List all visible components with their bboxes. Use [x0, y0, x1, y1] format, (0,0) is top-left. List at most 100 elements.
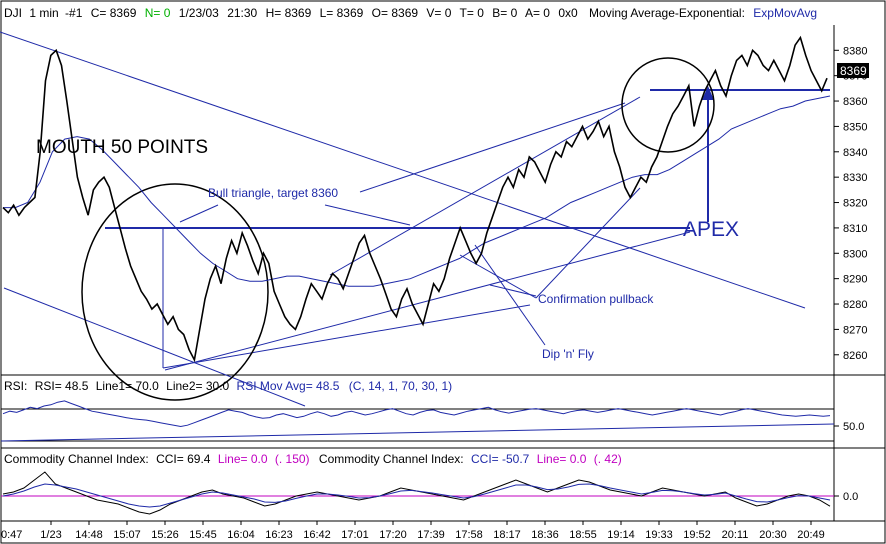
trend-lines	[0, 31, 830, 407]
header-open: O= 8369	[372, 6, 419, 20]
last-price-badge	[837, 63, 869, 78]
rsi-mov-avg: RSI Mov Avg= 48.5	[237, 379, 340, 393]
rsi-header: RSI: RSI= 48.5 Line1= 70.0 Line2= 30.0 R…	[4, 379, 452, 393]
rsi-tick-label: 50.0	[843, 421, 864, 433]
time-axis-ticks: 0:47 1/23 14:48 15:07 15:26 15:45 16:04 16:23 16…	[1, 521, 825, 541]
price-tick-label: 8360	[843, 96, 867, 108]
time-tick-label: 17:01	[341, 529, 369, 541]
cci-param-2: (. 42)	[594, 452, 622, 466]
time-tick-label: 17:58	[455, 529, 483, 541]
rsi-value: RSI= 48.5	[35, 379, 89, 393]
apex-circle	[621, 57, 715, 153]
price-tick-label: 8320	[843, 198, 867, 210]
header-close: C= 8369	[91, 6, 137, 20]
header-symbol: DJI	[4, 6, 22, 20]
price-tick-label: 8260	[843, 350, 867, 362]
cci-header: Commodity Channel Index: CCI= 69.4 Line=…	[4, 452, 622, 466]
rsi-label: RSI:	[4, 379, 27, 393]
price-series-line	[2, 35, 828, 363]
time-tick-label: 14:48	[75, 529, 103, 541]
price-tick-label: 8340	[843, 147, 867, 159]
cci-line-2: Line= 0.0	[537, 452, 587, 466]
header-study: Moving Average-Exponential:	[589, 6, 745, 20]
time-tick-label: 0:47	[1, 529, 22, 541]
annotation-apex: APEX	[683, 218, 739, 241]
time-tick-label: 15:07	[113, 529, 141, 541]
pullback-leader-2	[535, 187, 641, 299]
descending-trend-line	[0, 31, 806, 309]
price-tick-label: 8310	[843, 223, 867, 235]
cci-axis-ticks: 0.0	[834, 491, 858, 503]
cci-label-2: Commodity Channel Index:	[319, 452, 464, 466]
cci-value-2: CCI= -50.7	[471, 452, 530, 466]
hand-drawn-circles	[81, 57, 715, 401]
pullback-leader-1	[459, 254, 537, 299]
triangle-label-leader-upper	[359, 102, 626, 193]
annotation-dip-n-fly: Dip 'n' Fly	[542, 347, 594, 361]
upper-parallel-line	[329, 96, 641, 276]
rsi-line1: Line1= 70.0	[96, 379, 159, 393]
time-tick-label: 16:23	[265, 529, 293, 541]
header-size: 0x0	[558, 6, 578, 20]
header-low: L= 8369	[320, 6, 364, 20]
rsi-axis-ticks: 50.0	[834, 421, 864, 433]
time-tick-label: 18:55	[569, 529, 597, 541]
rsi-params: (C, 14, 1, 70, 30, 1)	[349, 379, 452, 393]
time-tick-label: 16:42	[303, 529, 331, 541]
header-volume: V= 0	[426, 6, 451, 20]
dip-pointer-line	[162, 304, 531, 369]
cci-label-1: Commodity Channel Index:	[4, 452, 149, 466]
time-tick-label: 17:20	[379, 529, 407, 541]
header-bid: B= 0	[492, 6, 517, 20]
time-tick-label: 16:04	[227, 529, 255, 541]
time-tick-label: 19:33	[645, 529, 673, 541]
time-tick-label: 20:49	[797, 529, 825, 541]
time-tick-label: 15:45	[189, 529, 217, 541]
time-tick-label: 19:14	[607, 529, 635, 541]
price-tick-label: 8270	[843, 324, 867, 336]
time-tick-label: 15:26	[151, 529, 179, 541]
header-time: 21:30	[227, 6, 257, 20]
annotation-confirmation-pullback: Confirmation pullback	[538, 292, 654, 306]
time-tick-label: 18:17	[493, 529, 521, 541]
mouth-circle	[81, 183, 269, 401]
dip-leader	[474, 244, 546, 346]
header-high: H= 8369	[266, 6, 312, 20]
price-tick-label: 8300	[843, 248, 867, 260]
cci-param-1: (. 150)	[275, 452, 310, 466]
header-study-name: ExpMovAvg	[753, 6, 817, 20]
triangle-label-leader-right	[324, 204, 411, 226]
header-trades: T= 0	[460, 6, 485, 20]
header-interval: 1 min	[29, 6, 58, 20]
cci-slow-series-line	[2, 483, 831, 508]
rsi-line2: Line2= 30.0	[166, 379, 229, 393]
lower-channel-line	[3, 287, 306, 407]
last-price-label: 8369	[840, 64, 867, 78]
rsi-trend-line	[0, 423, 835, 442]
time-tick-label: 20:30	[759, 529, 787, 541]
price-tick-label: 8280	[843, 299, 867, 311]
triangle-label-leader-left	[179, 204, 219, 223]
pullback-leader-3	[489, 284, 537, 297]
price-tick-label: 8380	[843, 45, 867, 57]
cci-value-1: CCI= 69.4	[156, 452, 211, 466]
header-date: 1/23/03	[179, 6, 219, 20]
cci-line-1: Line= 0.0	[218, 452, 268, 466]
annotation-mouth: MOUTH 50 POINTS	[36, 137, 208, 158]
price-tick-label: 8350	[843, 121, 867, 133]
header-ask: A= 0	[525, 6, 550, 20]
ema-series-line	[3, 95, 831, 287]
time-tick-label: 17:39	[417, 529, 445, 541]
price-tick-label: 8330	[843, 172, 867, 184]
price-tick-label: 8290	[843, 274, 867, 286]
time-tick-label: 1/23	[40, 529, 61, 541]
triangle-lower-line	[164, 231, 691, 371]
apex-arrow-head	[702, 86, 714, 100]
time-tick-label: 18:36	[531, 529, 559, 541]
header-bar: DJI 1 min -#1 C= 8369 N= 0 1/23/03 21:30…	[4, 6, 817, 20]
header-chart-id: -#1	[65, 6, 83, 20]
header-net: N= 0	[145, 6, 171, 20]
time-tick-label: 19:52	[683, 529, 711, 541]
